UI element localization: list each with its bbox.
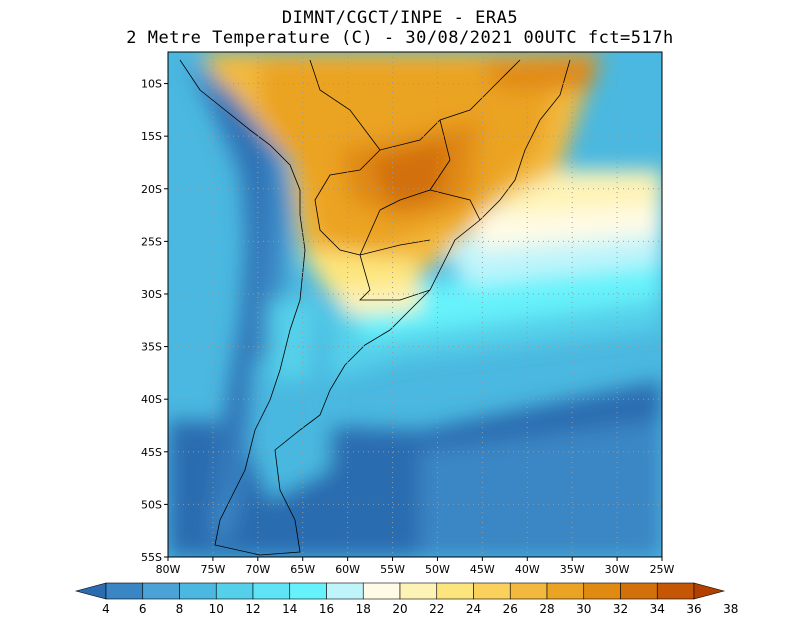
colorbar-label: 22 (429, 602, 444, 616)
colorbar-label: 4 (102, 602, 110, 616)
colorbar-label: 34 (650, 602, 665, 616)
lon-tick-label: 65W (290, 563, 315, 576)
colorbar-label: 24 (466, 602, 481, 616)
colorbar-swatch (142, 582, 180, 600)
colorbar-swatch (179, 582, 217, 600)
colorbar-swatch (656, 582, 695, 600)
colorbar-label: 36 (686, 602, 701, 616)
colorbar-swatch (252, 582, 291, 600)
colorbar-swatch (546, 582, 585, 600)
colorbar-label: 28 (539, 602, 554, 616)
colorbar-swatch (326, 582, 364, 600)
colorbar-label: 8 (176, 602, 184, 616)
lat-tick-label: 45S (141, 446, 162, 459)
colorbar-label: 26 (503, 602, 518, 616)
coastlines (179, 59, 571, 556)
colorbar-label: 30 (576, 602, 591, 616)
lat-tick-label: 30S (141, 288, 162, 301)
colorbar-swatch (215, 582, 254, 600)
lat-tick-label: 25S (141, 235, 162, 248)
title-line-2: 2 Metre Temperature (C) - 30/08/2021 00U… (126, 28, 674, 48)
lat-tick-label: 55S (141, 551, 162, 564)
colorbar-label: 6 (139, 602, 147, 616)
colorbar-swatch (399, 582, 438, 600)
colorbar-label: 10 (209, 602, 224, 616)
lat-tick-label: 40S (141, 393, 162, 406)
lon-tick-label: 75W (200, 563, 225, 576)
lon-tick-label: 45W (470, 563, 495, 576)
lat-tick-label: 50S (141, 498, 162, 511)
colorbar-arrow-high (693, 582, 726, 600)
colorbar-swatch (289, 582, 327, 600)
lon-tick-label: 35W (560, 563, 585, 576)
lon-tick-label: 70W (245, 563, 270, 576)
temperature-field (168, 52, 662, 557)
colorbar-label: 20 (392, 602, 407, 616)
lat-tick-label: 10S (141, 78, 162, 91)
lon-tick-label: 40W (515, 563, 540, 576)
lon-tick-label: 25W (650, 563, 675, 576)
colorbar-swatch (436, 582, 474, 600)
title-line-1: DIMNT/CGCT/INPE - ERA5 (281, 8, 519, 28)
colorbar-label: 32 (613, 602, 628, 616)
colorbar-swatch (620, 582, 658, 600)
lon-tick-label: 30W (605, 563, 630, 576)
lon-tick-label: 55W (380, 563, 405, 576)
colorbar-swatch (105, 582, 144, 600)
colorbar-label: 38 (723, 602, 738, 616)
colorbar-swatch (473, 582, 511, 600)
colorbar-arrow-low (74, 582, 107, 600)
lat-tick-label: 20S (141, 183, 162, 196)
colorbar-swatch (583, 582, 621, 600)
colorbar-swatch (509, 582, 548, 600)
lat-tick-label: 35S (141, 341, 162, 354)
lat-tick-label: 15S (141, 130, 162, 143)
colorbar-label: 18 (356, 602, 371, 616)
colorbar-label: 16 (319, 602, 334, 616)
lon-tick-label: 50W (425, 563, 450, 576)
colorbar-label: 14 (282, 602, 297, 616)
map-frame (167, 51, 663, 558)
lon-tick-label: 60W (335, 563, 360, 576)
colorbar: 4 6 8 10 12 14 16 18 20 22 24 26 28 30 32 34 36 38 (74, 582, 738, 616)
colorbar-swatch (362, 582, 401, 600)
colorbar-label: 12 (245, 602, 260, 616)
lon-tick-label: 80W (156, 563, 181, 576)
